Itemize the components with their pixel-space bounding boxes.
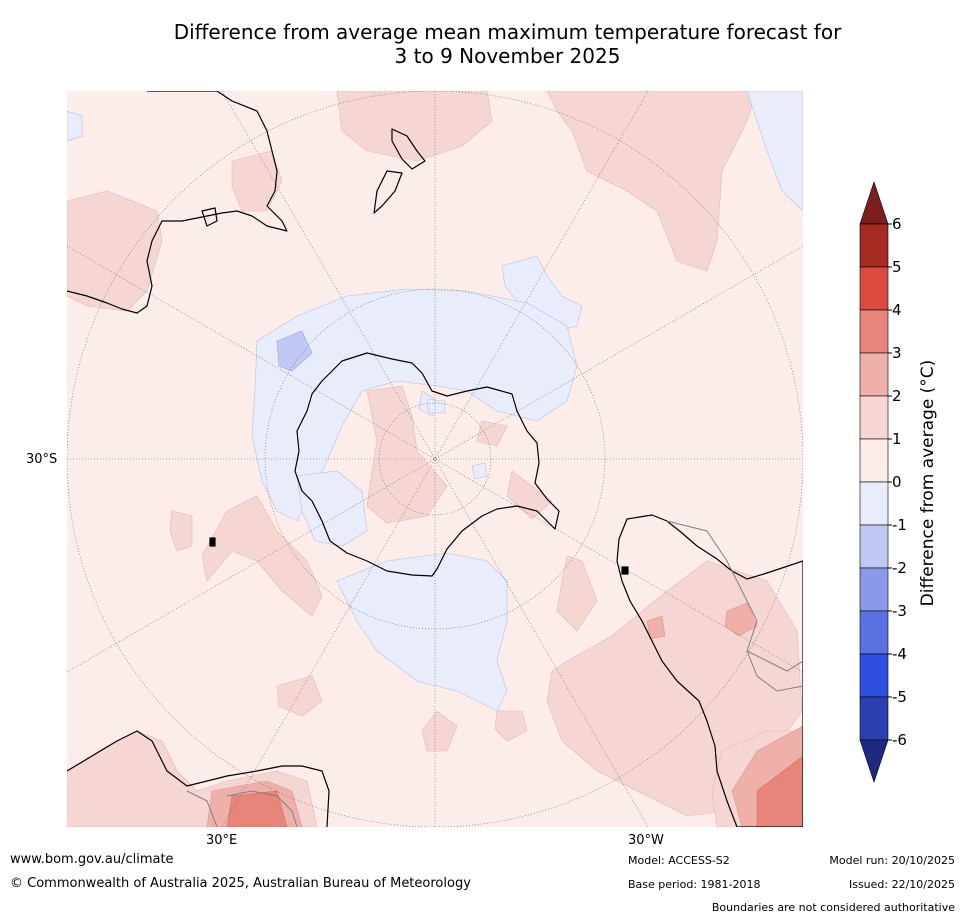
colorbar-bin [859,610,889,655]
colorbar-title-text: Difference from average (°C) [918,359,938,607]
map-title: Difference from average mean maximum tem… [0,20,965,68]
new-zealand-coast [391,128,426,170]
cool-anomaly-deep [276,330,313,372]
colorbar-tick-label: 2 [892,387,902,405]
colorbar-bin [859,481,889,526]
lon-label-30e: 30°E [206,833,238,848]
south-america-coast [616,514,803,827]
lat-label-30s: 30°S [26,452,58,467]
strong-warm-anomalies [206,602,803,827]
footer-website[interactable]: www.bom.gov.au/climate [10,852,174,867]
colorbar-bin [859,653,889,698]
colorbar-over-extension [859,181,889,225]
colorbar-bin [859,223,889,268]
footer-model: Model: ACCESS-S2 [628,854,730,867]
lon-label-30w: 30°W [628,833,664,848]
footer-issued: Issued: 22/10/2025 [848,878,955,891]
colorbar-tick-label: 1 [892,430,902,448]
coastlines [67,91,803,827]
graticule [67,91,803,827]
colorbar-ticks: 6 5 4 3 2 1 0 -1 -2 -3 -4 -5 -6 [888,215,907,749]
cool-anomaly-patches [67,91,803,712]
footer-model-run: Model run: 20/10/2025 [829,854,955,867]
forecast-map [67,91,803,827]
kerguelen-island [209,537,216,547]
colorbar-bin [859,395,889,440]
colorbar: 6 5 4 3 2 1 0 -1 -2 -3 -4 -5 -6 [859,181,907,783]
south-georgia-island [621,566,629,575]
colorbar-bin [859,438,889,483]
colorbar-tick-label: -4 [892,645,907,663]
colorbar-tick-label: -6 [892,731,907,749]
footer-copyright: © Commonwealth of Australia 2025, Austra… [10,876,471,891]
new-zealand-south-coast [373,170,403,214]
colorbar-bins [859,181,889,783]
colorbar-bin [859,309,889,354]
footer-disclaimer: Boundaries are not considered authoritat… [711,901,955,914]
colorbar-tick-label: 6 [892,215,902,233]
colorbar-tick-label: -2 [892,559,907,577]
australia-coast [67,91,288,314]
colorbar-tick-label: 0 [892,473,902,491]
colorbar-bin [859,696,889,741]
colorbar-tick-label: -1 [892,516,907,534]
footer-base-period: Base period: 1981-2018 [628,878,761,891]
colorbar-tick-label: -5 [892,688,907,706]
country-borders [186,520,803,827]
colorbar-tick-label: 5 [892,258,902,276]
colorbar-under-extension [859,739,889,783]
title-line-1: Difference from average mean maximum tem… [173,20,842,44]
colorbar-bin [859,567,889,612]
antarctica-coast [294,352,560,577]
tasmania-coast [201,207,218,227]
africa-coast [67,730,330,827]
colorbar-tick-label: 4 [892,301,902,319]
colorbar-tick-label: -3 [892,602,907,620]
colorbar-tick-label: 3 [892,344,902,362]
colorbar-bin [859,524,889,569]
colorbar-bin [859,352,889,397]
title-line-2: 3 to 9 November 2025 [394,44,621,68]
colorbar-bin [859,266,889,311]
